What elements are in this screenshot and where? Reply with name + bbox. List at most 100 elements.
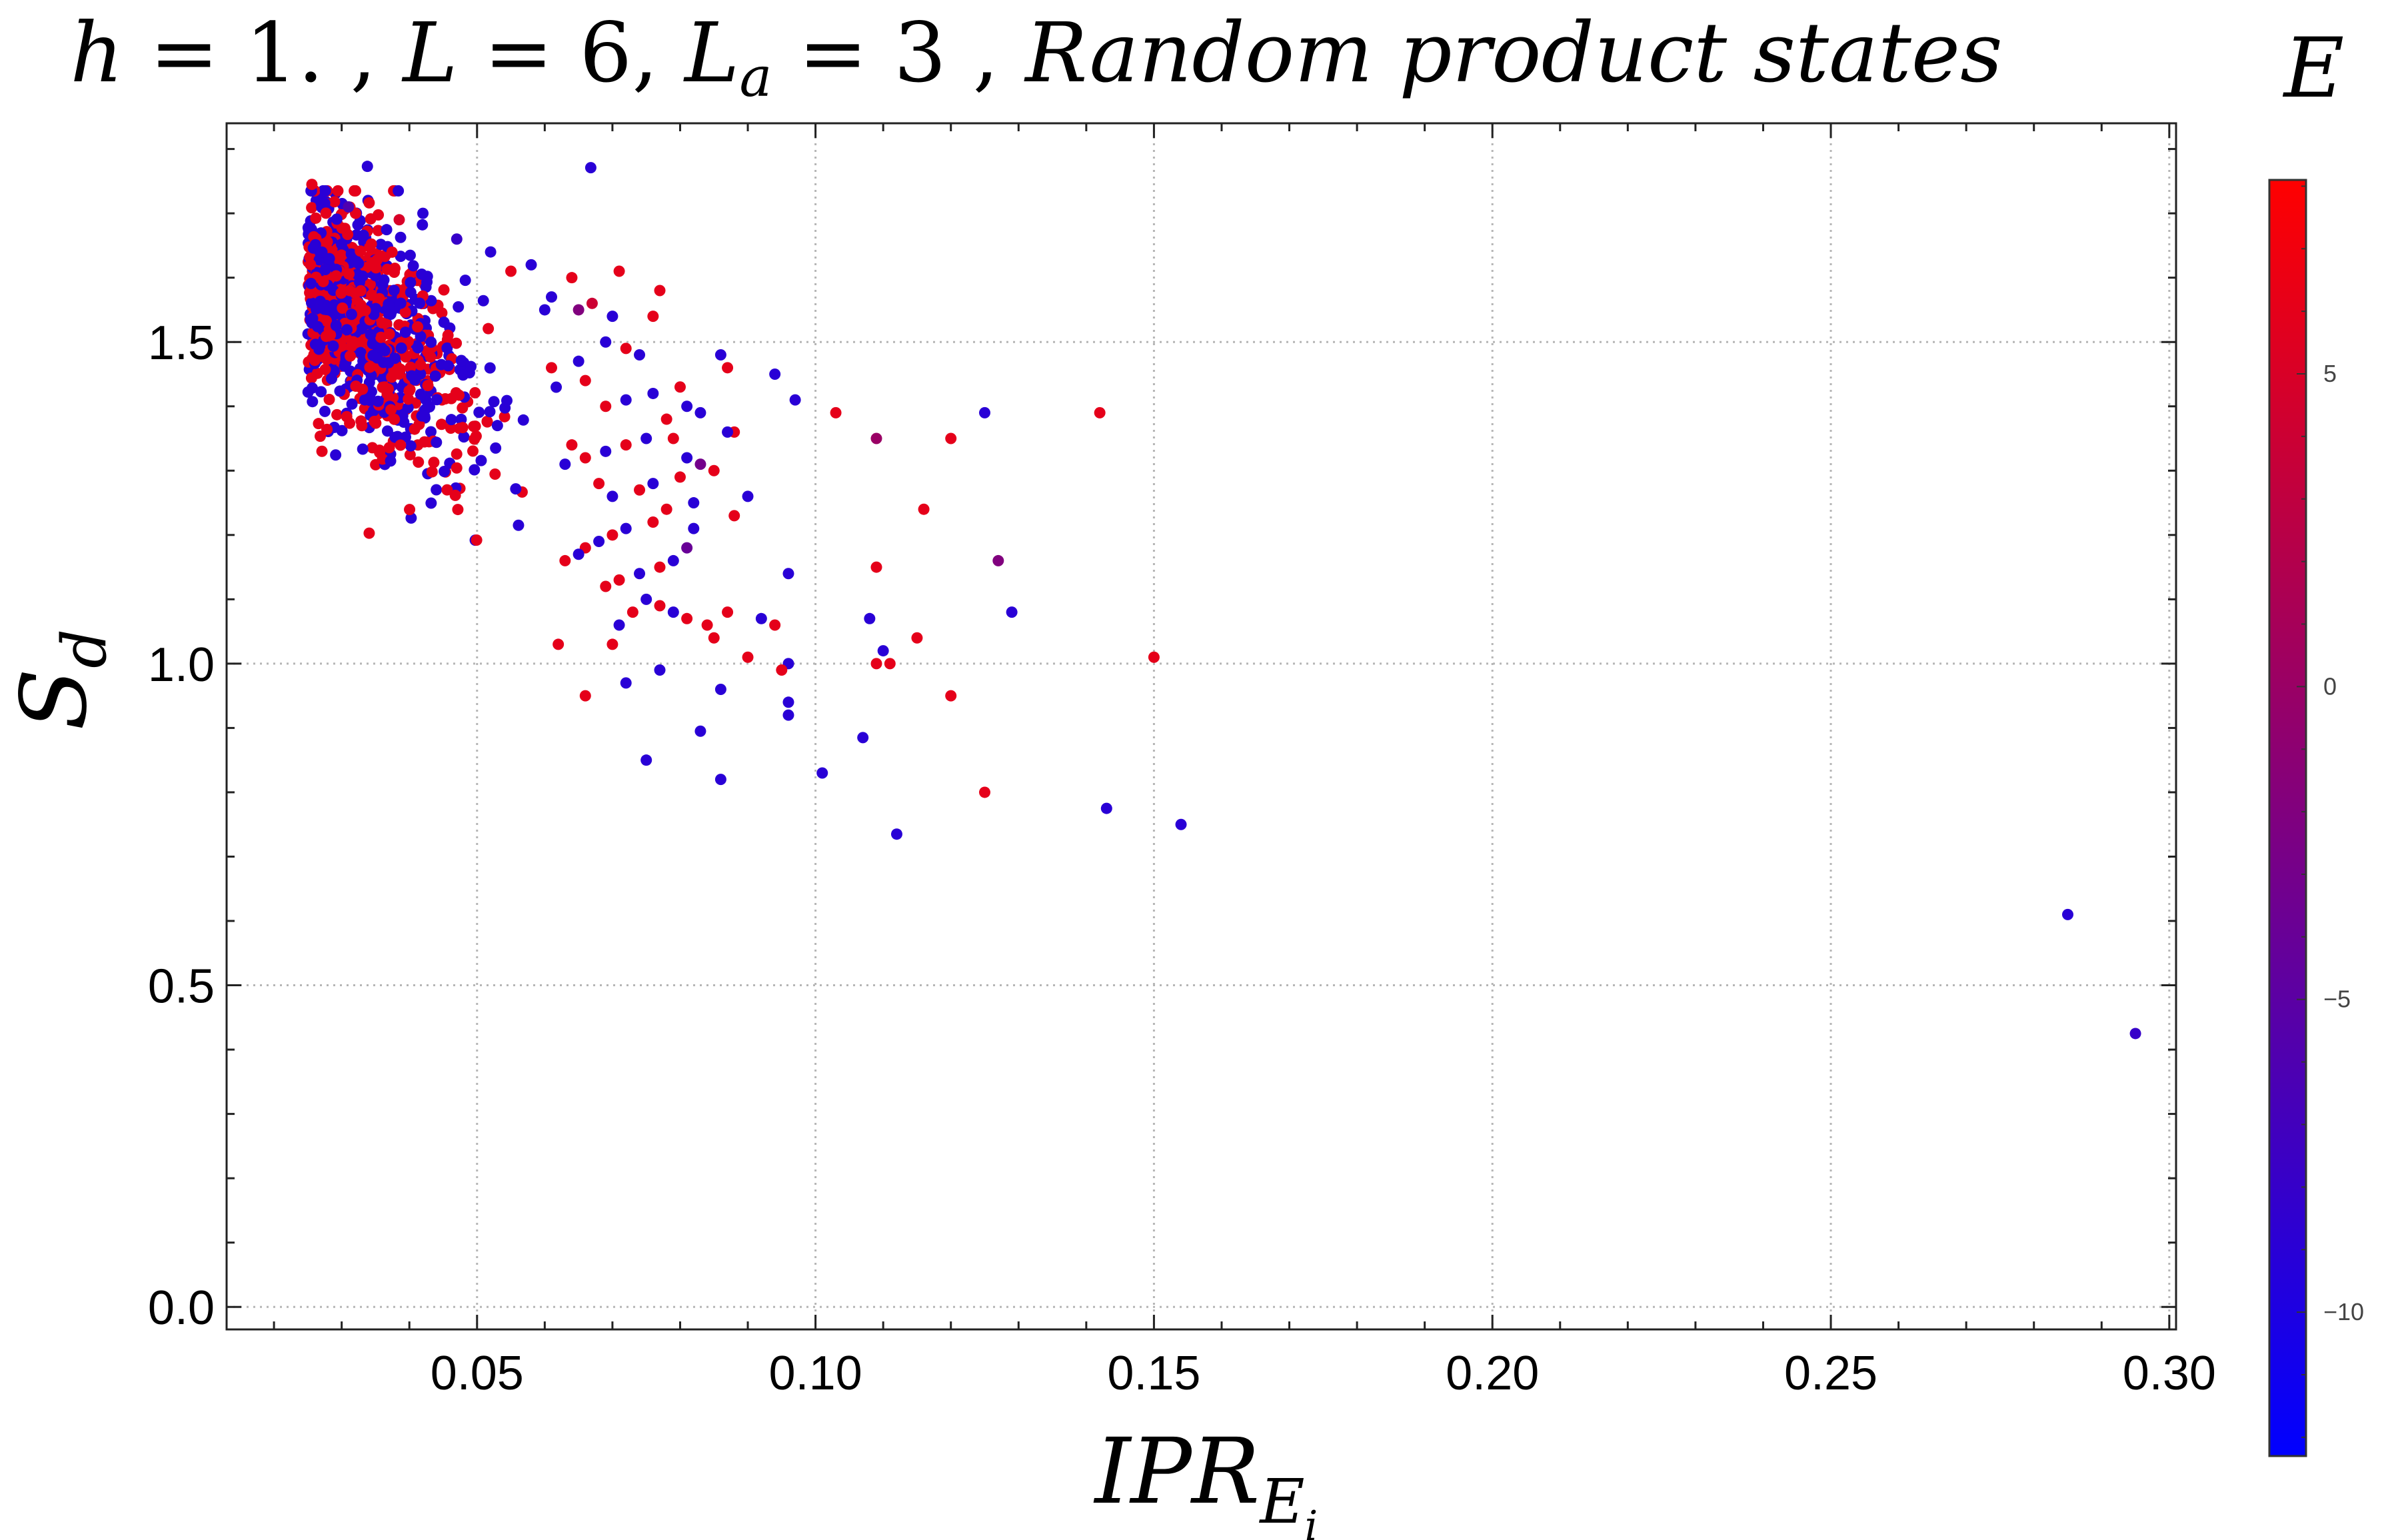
data-point [634,484,646,496]
data-point [674,381,686,393]
data-point [945,432,957,444]
data-point [346,398,358,410]
data-point [422,380,434,392]
data-point [329,302,341,314]
data-point [312,321,324,333]
data-point [405,287,417,299]
data-point [2129,1028,2141,1040]
x-axis-label: IPREi [1093,1419,1318,1540]
data-point [311,304,323,316]
data-point [319,197,331,209]
data-point [667,606,679,618]
colorbar-tick-label: −5 [2323,986,2351,1013]
data-point [316,246,328,258]
data-point [404,249,416,261]
data-point [911,632,923,644]
data-point [1100,802,1112,814]
data-point [423,401,435,413]
data-point [319,363,331,375]
data-point [415,331,427,343]
data-point [469,386,481,398]
data-point [620,394,632,406]
data-point [505,265,517,277]
data-point [660,503,672,515]
data-point [857,732,869,744]
data-point [634,568,646,580]
data-point [884,658,896,670]
data-point [681,612,693,624]
data-point [330,319,342,331]
data-point [451,448,463,460]
data-point [459,275,471,287]
data-point [469,464,481,476]
data-point [336,424,348,436]
data-point [405,440,417,452]
title-eq3: = 3 , [772,5,1025,101]
colorbar-gradient [2268,179,2307,1457]
chart-title: h = 1. , L = 6, La = 3 , Random product … [70,5,2003,109]
data-point [327,340,339,352]
data-point [328,365,340,377]
data-point [451,233,463,245]
data-point [345,309,357,321]
data-point [345,248,357,260]
data-point [319,264,331,276]
data-point [579,375,591,386]
data-point [365,238,377,250]
plot-area: 0.05 0.10 0.15 0.20 0.25 0.30 0.0 0.5 1.0 1.5 [148,122,2216,1400]
data-point [343,268,355,280]
data-point [566,272,578,284]
data-point [415,388,427,400]
data-point [347,336,359,348]
data-point [372,395,384,407]
data-point [457,402,469,414]
data-point [376,317,388,329]
data-point [331,213,343,225]
data-point [335,287,347,299]
colorbar-label: E [2283,21,2345,117]
data-point [302,386,314,398]
data-point [399,306,411,318]
data-point [309,339,321,351]
data-point [2062,908,2073,920]
data-point [1094,406,1106,418]
data-point [383,442,395,454]
data-point [416,268,428,280]
data-point [377,279,389,291]
data-point [412,342,424,354]
data-point [1006,606,1018,618]
data-point [640,593,652,605]
data-point [439,465,451,477]
data-point [654,600,666,612]
data-point [355,245,367,257]
data-point [451,337,463,349]
data-point [647,478,659,490]
data-point [393,214,405,226]
data-point [405,512,417,524]
data-point [816,767,828,779]
data-point [667,554,679,566]
data-point [435,359,447,371]
data-point [1175,818,1187,830]
data-point [457,422,469,434]
data-point [357,229,369,241]
data-point [660,413,672,425]
data-point [782,709,794,721]
data-point [319,405,331,417]
data-point [593,535,605,547]
data-point [453,389,465,401]
data-point [600,580,612,592]
data-point [442,329,454,341]
data-point [412,321,424,333]
x-tick-label: 0.20 [1446,1347,1539,1400]
data-point [388,285,400,297]
data-point [457,369,469,381]
data-point [356,323,368,335]
data-point [539,304,551,316]
data-point [451,462,463,474]
data-point [573,355,585,367]
data-point [468,420,480,432]
data-point [445,422,457,434]
x-tick-label: 0.10 [769,1347,862,1400]
data-point [402,402,414,414]
